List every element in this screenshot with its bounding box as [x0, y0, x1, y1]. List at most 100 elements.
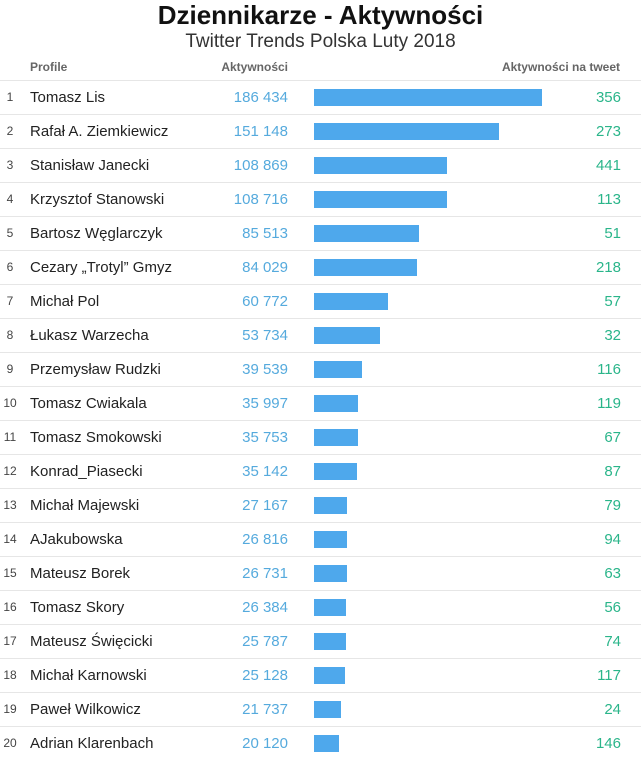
row-rank: 20: [3, 736, 17, 750]
row-profile-name: Mateusz Borek: [30, 565, 131, 582]
row-rank: 3: [6, 158, 14, 172]
row-aktywnosci-value: 85 513: [242, 225, 288, 242]
table-row: 15 Mateusz Borek 26 731 63: [0, 556, 641, 590]
row-aktywnosci-bar: [314, 633, 346, 650]
row-aktywnosci-value: 60 772: [242, 293, 288, 310]
row-aktywnosci-bar: [314, 395, 358, 412]
row-aktywnosci-bar: [314, 429, 358, 446]
row-aktywnosci-value: 151 148: [233, 123, 288, 140]
row-aktywnosci-bar: [314, 89, 542, 106]
row-per-tweet-value: 117: [597, 667, 621, 684]
row-rank: 9: [6, 362, 14, 376]
row-aktywnosci-bar: [314, 531, 347, 548]
row-aktywnosci-value: 25 787: [242, 633, 288, 650]
row-per-tweet-value: 87: [604, 463, 621, 480]
row-rank: 15: [3, 566, 17, 580]
row-aktywnosci-value: 21 737: [242, 701, 288, 718]
row-per-tweet-value: 441: [595, 157, 621, 174]
row-aktywnosci-bar: [314, 259, 417, 276]
row-profile-name: Michał Karnowski: [30, 667, 147, 684]
table-row: 9 Przemysław Rudzki 39 539 116: [0, 352, 641, 386]
table-row: 13 Michał Majewski 27 167 79: [0, 488, 641, 522]
row-rank: 19: [3, 702, 17, 716]
row-profile-name: AJakubowska: [30, 531, 123, 548]
row-profile-name: Paweł Wilkowicz: [30, 701, 141, 718]
row-aktywnosci-bar: [314, 599, 346, 616]
row-aktywnosci-value: 20 120: [242, 735, 288, 752]
table-row: 19 Paweł Wilkowicz 21 737 24: [0, 692, 641, 726]
row-per-tweet-value: 56: [604, 599, 621, 616]
row-aktywnosci-bar: [314, 327, 380, 344]
row-profile-name: Tomasz Skory: [30, 599, 125, 616]
row-aktywnosci-bar: [314, 157, 447, 174]
row-profile-name: Mateusz Święcicki: [30, 633, 153, 650]
row-aktywnosci-bar: [314, 225, 419, 242]
row-per-tweet-value: 119: [597, 395, 621, 412]
row-aktywnosci-value: 26 384: [242, 599, 288, 616]
row-rank: 4: [6, 192, 14, 206]
row-aktywnosci-value: 108 716: [233, 191, 288, 208]
row-per-tweet-value: 273: [595, 123, 621, 140]
row-per-tweet-value: 57: [604, 293, 621, 310]
column-header-aktywnosci: Aktywności: [221, 60, 288, 74]
row-aktywnosci-bar: [314, 701, 341, 718]
row-rank: 13: [3, 498, 17, 512]
row-aktywnosci-value: 35 142: [242, 463, 288, 480]
row-aktywnosci-bar: [314, 565, 347, 582]
row-aktywnosci-value: 26 816: [242, 531, 288, 548]
row-per-tweet-value: 113: [597, 191, 621, 208]
table-row: 5 Bartosz Węglarczyk 85 513 51: [0, 216, 641, 250]
table-row: 1 Tomasz Lis 186 434 356: [0, 80, 641, 114]
table-row: 7 Michał Pol 60 772 57: [0, 284, 641, 318]
row-profile-name: Michał Majewski: [30, 497, 140, 514]
row-rank: 12: [3, 464, 17, 478]
row-rank: 11: [3, 430, 17, 444]
row-per-tweet-value: 94: [604, 531, 621, 548]
row-profile-name: Tomasz Cwiakala: [30, 395, 147, 412]
row-rank: 7: [6, 294, 14, 308]
row-aktywnosci-value: 27 167: [242, 497, 288, 514]
row-rank: 5: [6, 226, 14, 240]
row-per-tweet-value: 74: [604, 633, 621, 650]
row-profile-name: Łukasz Warzecha: [30, 327, 149, 344]
table-row: 3 Stanisław Janecki 108 869 441: [0, 148, 641, 182]
row-per-tweet-value: 63: [604, 565, 621, 582]
row-rank: 16: [3, 600, 17, 614]
table-row: 16 Tomasz Skory 26 384 56: [0, 590, 641, 624]
table-row: 4 Krzysztof Stanowski 108 716 113: [0, 182, 641, 216]
row-rank: 18: [3, 668, 17, 682]
row-rank: 6: [6, 260, 14, 274]
row-per-tweet-value: 51: [604, 225, 621, 242]
row-rank: 14: [3, 532, 17, 546]
chart-subtitle: Twitter Trends Polska Luty 2018: [185, 31, 456, 52]
row-profile-name: Stanisław Janecki: [30, 157, 150, 174]
row-per-tweet-value: 116: [597, 361, 621, 378]
table-row: 10 Tomasz Cwiakala 35 997 119: [0, 386, 641, 420]
row-rank: 10: [3, 396, 17, 410]
table-row: 11 Tomasz Smokowski 35 753 67: [0, 420, 641, 454]
column-header-per-tweet: Aktywności na tweet: [501, 60, 620, 74]
row-profile-name: Cezary „Trotyl” Gmyz: [30, 259, 172, 276]
row-aktywnosci-value: 84 029: [242, 259, 288, 276]
chart-title: Dziennikarze - Aktywności: [157, 0, 484, 30]
row-profile-name: Michał Pol: [30, 293, 100, 310]
table-row: 6 Cezary „Trotyl” Gmyz 84 029 218: [0, 250, 641, 284]
row-profile-name: Krzysztof Stanowski: [30, 191, 165, 208]
row-aktywnosci-bar: [314, 191, 447, 208]
row-aktywnosci-value: 35 997: [242, 395, 288, 412]
row-aktywnosci-bar: [314, 463, 357, 480]
row-per-tweet-value: 356: [595, 89, 621, 106]
row-aktywnosci-bar: [314, 293, 388, 310]
row-profile-name: Konrad_Piasecki: [30, 463, 143, 480]
row-aktywnosci-bar: [314, 735, 339, 752]
row-aktywnosci-value: 53 734: [242, 327, 288, 344]
row-rank: 17: [3, 634, 17, 648]
row-profile-name: Tomasz Lis: [30, 89, 106, 106]
row-aktywnosci-bar: [314, 667, 345, 684]
row-profile-name: Adrian Klarenbach: [30, 735, 154, 752]
table-row: 18 Michał Karnowski 25 128 117: [0, 658, 641, 692]
table-row: 20 Adrian Klarenbach 20 120 146: [0, 726, 641, 760]
table-row: 14 AJakubowska 26 816 94: [0, 522, 641, 556]
row-profile-name: Bartosz Węglarczyk: [30, 225, 163, 242]
row-profile-name: Rafał A. Ziemkiewicz: [30, 123, 169, 140]
